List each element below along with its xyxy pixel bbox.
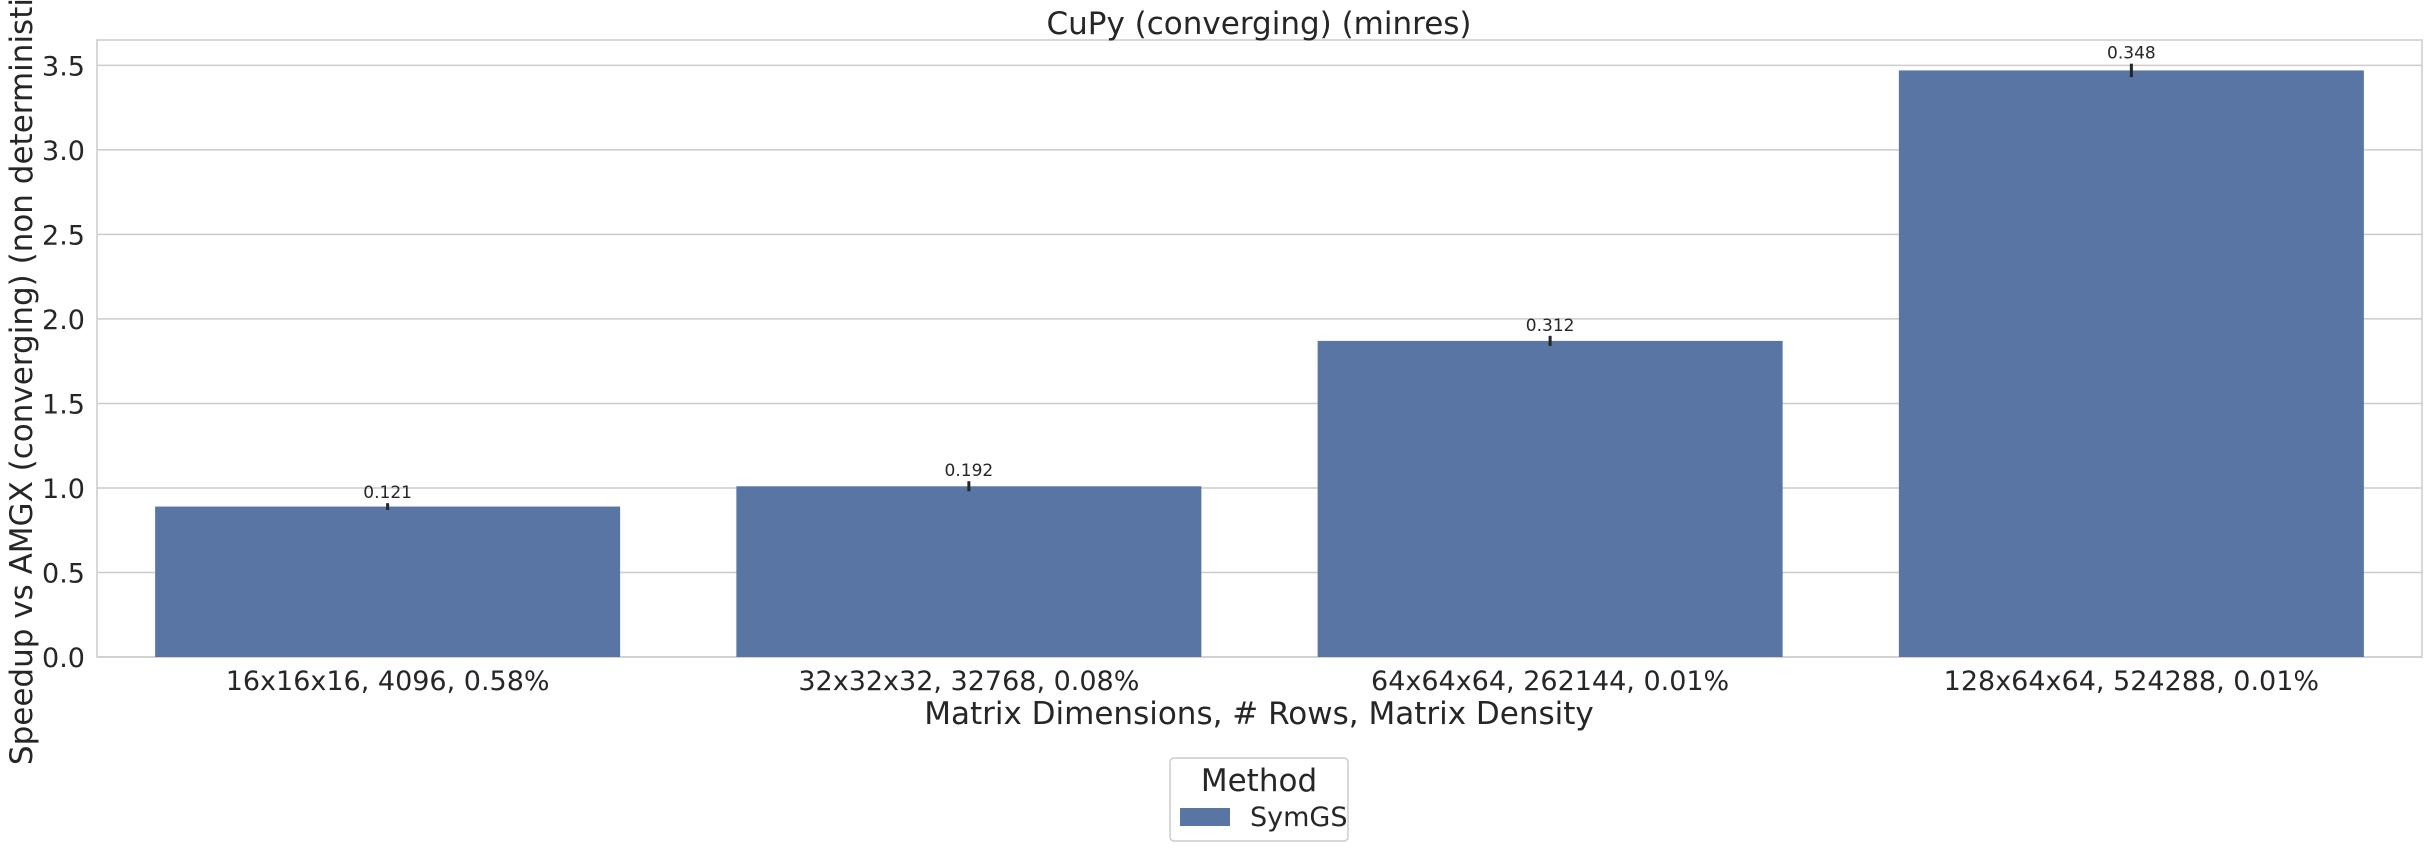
x-tick-label: 32x32x32, 32768, 0.08% (798, 666, 1139, 697)
y-tick-label: 3.5 (42, 51, 85, 82)
bar-data-label: 0.312 (1526, 316, 1575, 336)
legend-title: Method (1201, 763, 1317, 799)
bar (736, 486, 1202, 657)
x-tick-label: 16x16x16, 4096, 0.58% (226, 666, 550, 697)
bar-data-label: 0.348 (2107, 44, 2156, 64)
x-tick-label: 128x64x64, 524288, 0.01% (1944, 666, 2319, 697)
chart-title: CuPy (converging) (minres) (1046, 6, 1471, 42)
y-tick-label: 3.0 (42, 136, 85, 167)
bars (155, 70, 2364, 658)
y-tick-label: 0.0 (42, 643, 85, 674)
legend-label: SymGS (1250, 802, 1347, 833)
plot-frame (96, 39, 2423, 658)
error-bars (386, 63, 2133, 510)
bar (1898, 70, 2364, 658)
x-axis-title: Matrix Dimensions, # Rows, Matrix Densit… (924, 696, 1594, 732)
y-tick-label: 2.5 (42, 220, 85, 251)
y-tick-labels: 0.0 0.5 1.0 1.5 2.0 2.5 3.0 3.5 (42, 51, 85, 674)
data-labels: 0.121 0.192 0.312 0.348 (363, 44, 2155, 504)
y-tick-label: 1.5 (42, 389, 85, 420)
y-tick-label: 2.0 (42, 305, 85, 336)
x-tick-label: 64x64x64, 262144, 0.01% (1371, 666, 1729, 697)
bar (155, 506, 621, 657)
bar-data-label: 0.192 (945, 461, 994, 481)
bar-data-label: 0.121 (363, 483, 412, 503)
y-tick-label: 1.0 (42, 474, 85, 505)
y-tick-label: 0.5 (42, 558, 85, 589)
legend-swatch (1180, 808, 1230, 826)
y-axis-title: Speedup vs AMGX (converging) (non determ… (4, 0, 40, 765)
x-tick-labels: 16x16x16, 4096, 0.58% 32x32x32, 32768, 0.… (226, 666, 2319, 697)
bar (1317, 340, 1783, 657)
legend: Method SymGS (1169, 757, 1349, 842)
